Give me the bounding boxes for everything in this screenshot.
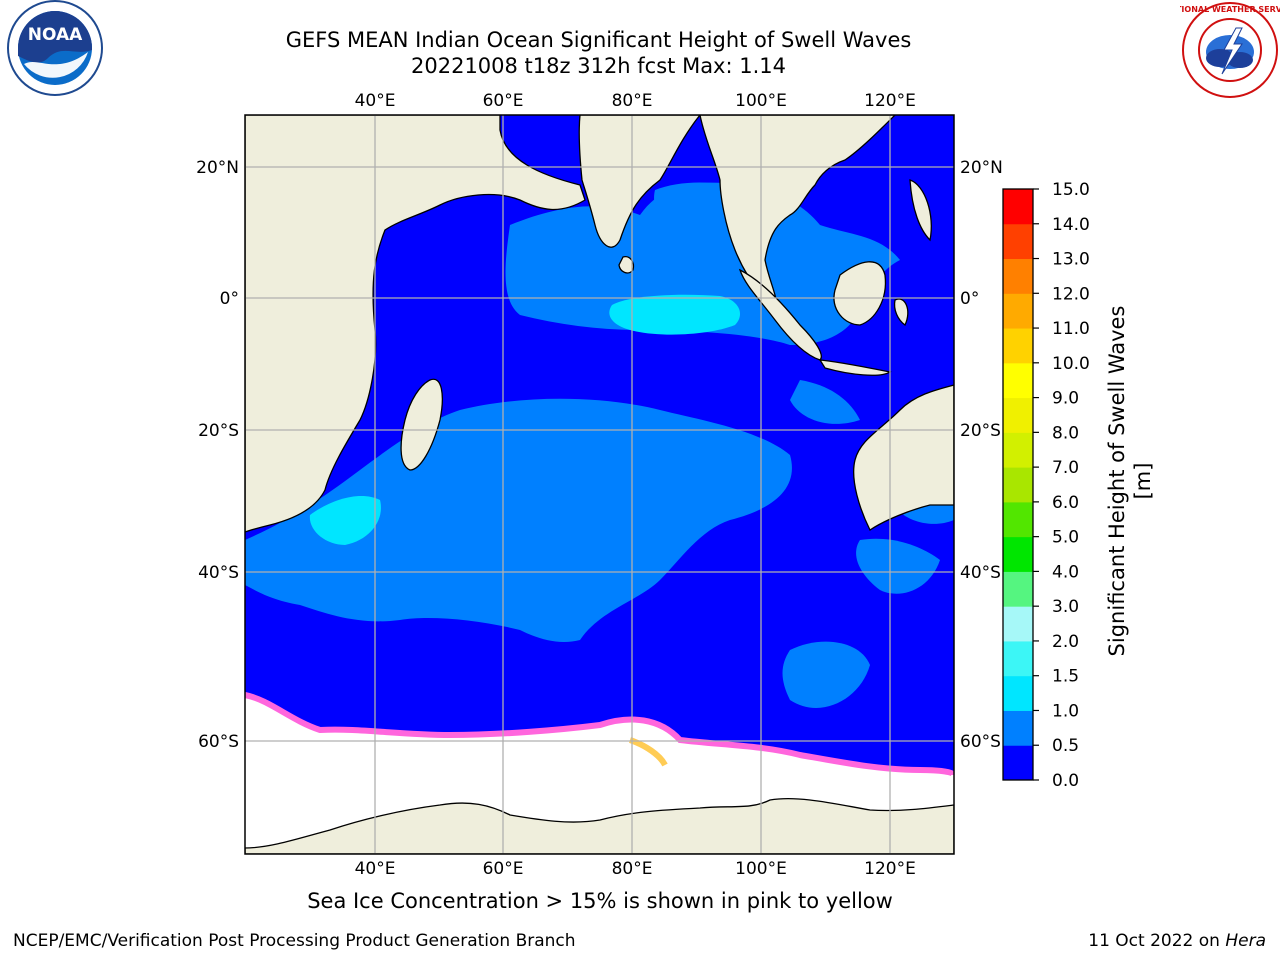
- colorbar-tick-label: 8.0: [1052, 423, 1079, 443]
- colorbar-block: [1003, 432, 1033, 468]
- land-masses: [245, 115, 954, 854]
- colorbar-block: [1003, 675, 1033, 711]
- lon-label-top: 120°E: [864, 91, 916, 111]
- colorbar-block: [1003, 640, 1033, 677]
- colorbar-block: [1003, 467, 1033, 503]
- colorbar-tick-label: 14.0: [1052, 215, 1090, 235]
- colorbar-block: [1003, 536, 1033, 572]
- lon-label-bottom: 60°E: [483, 859, 524, 879]
- chart-subtitle: 20221008 t18z 312h fcst Max: 1.14: [411, 54, 786, 78]
- colorbar-tick-label: 1.5: [1052, 667, 1079, 687]
- swell-band-1.0-1.5: [309, 294, 740, 545]
- colorbar-block: [1003, 397, 1033, 433]
- lon-label-top: 40°E: [355, 91, 396, 111]
- colorbar-title: Significant Height of Swell Waves [m]: [1105, 305, 1155, 657]
- lat-label-left: 60°S: [198, 732, 239, 752]
- lat-label-right: 0°: [960, 289, 979, 309]
- lat-label-right: 20°N: [960, 158, 1003, 178]
- colorbar-tick-label: 15.0: [1052, 180, 1090, 200]
- lat-label-left: 0°: [220, 289, 239, 309]
- colorbar-tick-label: 4.0: [1052, 562, 1079, 582]
- swell-band-0.5-1.0: [245, 182, 954, 708]
- lon-label-top: 100°E: [735, 91, 787, 111]
- noaa-logo-text: NOAA: [28, 25, 83, 45]
- lat-label-right: 40°S: [960, 563, 1001, 583]
- map-frame: [244, 114, 955, 855]
- colorbar-tick-label: 1.0: [1052, 701, 1079, 721]
- colorbar-tick-label: 10.0: [1052, 354, 1090, 374]
- lat-labels-right: 20°N 0° 20°S 40°S 60°S: [960, 158, 1003, 752]
- lon-label-bottom: 100°E: [735, 859, 787, 879]
- lon-label-bottom: 40°E: [355, 859, 396, 879]
- colorbar-frame: [1002, 188, 1034, 781]
- colorbar-blocks: [1003, 189, 1033, 781]
- lat-label-left: 20°S: [198, 421, 239, 441]
- colorbar-tick-label: 6.0: [1052, 493, 1079, 513]
- colorbar-tick-label: 12.0: [1052, 284, 1090, 304]
- colorbar: 0.0 0.5 1.0 1.5 2.0 3.0 4.0 5.0 6.0 7.0 8.0 9.0 10.0…: [1002, 180, 1090, 791]
- colorbar-block: [1003, 501, 1033, 538]
- colorbar-ticks: 0.0 0.5 1.0 1.5 2.0 3.0 4.0 5.0 6.0 7.0 8.0 9.0 10.0…: [1033, 180, 1090, 791]
- sea-ice-caption: Sea Ice Concentration > 15% is shown in …: [307, 889, 893, 913]
- colorbar-block: [1003, 189, 1033, 225]
- colorbar-tick-label: 7.0: [1052, 458, 1079, 478]
- colorbar-tick-label: 0.5: [1052, 736, 1079, 756]
- footer-date: 11 Oct 2022 on Hera: [1088, 931, 1266, 951]
- colorbar-tick-label: 11.0: [1052, 319, 1090, 339]
- colorbar-tick-label: 5.0: [1052, 528, 1079, 548]
- lat-label-left: 20°N: [196, 158, 239, 178]
- colorbar-block: [1003, 710, 1033, 746]
- colorbar-tick-label: 3.0: [1052, 597, 1079, 617]
- noaa-logo-icon: NOAA: [7, 0, 103, 96]
- colorbar-block: [1003, 571, 1033, 607]
- colorbar-tick-label: 9.0: [1052, 389, 1079, 409]
- colorbar-tick-label: 13.0: [1052, 250, 1090, 270]
- colorbar-block: [1003, 362, 1033, 399]
- lon-label-top: 60°E: [483, 91, 524, 111]
- lon-label-bottom: 80°E: [612, 859, 653, 879]
- colorbar-tick-label: 0.0: [1052, 771, 1079, 791]
- colorbar-block: [1003, 223, 1033, 260]
- lat-label-right: 60°S: [960, 732, 1001, 752]
- map-content: [245, 115, 954, 854]
- national-weather-service-logo-icon: NATIONAL WEATHER SERVICE: [1180, 2, 1280, 98]
- colorbar-block: [1003, 258, 1033, 294]
- ice-edge: [245, 692, 954, 777]
- colorbar-block: [1003, 293, 1033, 329]
- colorbar-block: [1003, 745, 1033, 781]
- colorbar-block: [1003, 328, 1033, 364]
- colorbar-tick-label: 2.0: [1052, 632, 1079, 652]
- lon-labels-bottom: 40°E 60°E 80°E 100°E 120°E: [355, 859, 916, 879]
- footer-credit: NCEP/EMC/Verification Post Processing Pr…: [13, 931, 576, 951]
- colorbar-block: [1003, 606, 1033, 642]
- lon-label-top: 80°E: [612, 91, 653, 111]
- lon-label-bottom: 120°E: [864, 859, 916, 879]
- graticule: [245, 115, 954, 854]
- lon-labels-top: 40°E 60°E 80°E 100°E 120°E: [355, 91, 916, 111]
- lat-label-right: 20°S: [960, 421, 1001, 441]
- chart-title: GEFS MEAN Indian Ocean Significant Heigh…: [285, 28, 912, 52]
- footer-date-text: 11 Oct 2022 on: [1088, 931, 1220, 951]
- footer-system: Hera: [1225, 931, 1266, 951]
- nws-logo-text: NATIONAL WEATHER SERVICE: [1180, 5, 1280, 14]
- lat-label-left: 40°S: [198, 563, 239, 583]
- lat-labels-left: 20°N 0° 20°S 40°S 60°S: [196, 158, 239, 752]
